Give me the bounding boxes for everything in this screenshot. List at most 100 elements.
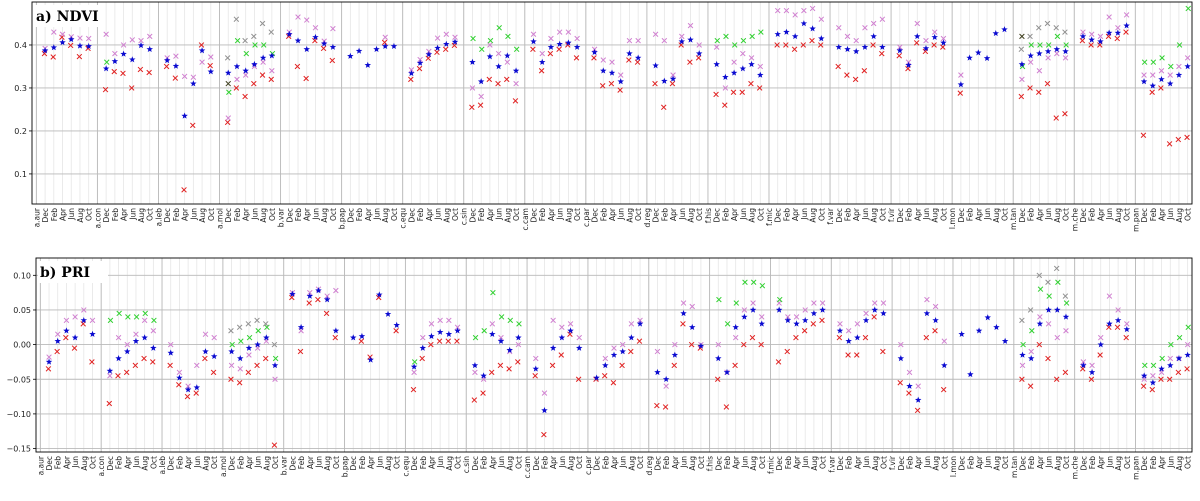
ndvi-observation-marker-stroke-b: [783, 42, 789, 48]
pri-observation-marker: [549, 362, 556, 369]
pri-observation-marker: [472, 334, 479, 341]
pri-month-label: Apr: [62, 455, 71, 469]
pri-month-label: Feb: [1149, 456, 1158, 470]
ndvi-observation-marker-stroke-b: [1141, 59, 1148, 65]
ndvi-observation-marker: [1167, 72, 1173, 78]
pri-observation-marker-stroke-b: [819, 300, 826, 306]
ndvi-observation-marker-stroke-b: [207, 62, 213, 69]
pri-observation-marker: [271, 442, 278, 448]
ndvi-observation-marker-stroke-b: [634, 59, 641, 65]
pri-observation-marker: [1036, 341, 1043, 348]
pri-observation-marker: [1159, 355, 1165, 362]
ndvi-observation-marker-stroke-b: [870, 20, 877, 27]
ndvi-month-label: Feb: [599, 208, 608, 222]
ndvi-mean-marker: [320, 40, 328, 47]
ndvi-month-label: Jun: [189, 208, 198, 221]
pri-month-label: Apr: [1097, 455, 1106, 469]
ndvi-observation-marker-stroke-b: [504, 59, 511, 65]
pri-observation-marker: [1123, 334, 1129, 341]
pri-month-label: Apr: [975, 455, 984, 469]
pri-observation-marker: [454, 324, 461, 331]
pri-observation-marker: [1115, 307, 1121, 313]
ndvi-observation-marker: [243, 50, 250, 57]
ndvi-mean-marker: [41, 47, 49, 54]
ndvi-mean-marker: [329, 43, 337, 50]
pri-month-label: Oct: [88, 456, 97, 469]
pri-observation-marker-stroke-b: [750, 300, 756, 306]
pri-observation-marker: [228, 362, 235, 369]
pri-observation-marker-stroke-b: [116, 310, 122, 317]
pri-observation-marker-stroke-b: [1019, 376, 1025, 383]
pri-observation-marker: [124, 341, 131, 348]
ndvi-species-label: m.pan: [1131, 208, 1140, 232]
pri-observation-marker: [723, 404, 730, 410]
ndvi-month-label: Aug: [259, 208, 268, 223]
pri-observation-marker-stroke-b: [941, 338, 948, 344]
ndvi-observation-marker-stroke-b: [547, 50, 554, 57]
ndvi-observation-marker: [740, 37, 747, 44]
ndvi-observation-marker-stroke-b: [268, 29, 275, 35]
ndvi-observation-marker-stroke-b: [260, 42, 267, 48]
ndvi-observation-marker-stroke-b: [312, 25, 319, 31]
pri-observation-marker-stroke-b: [759, 314, 765, 320]
pri-mean-marker: [975, 327, 983, 334]
ndvi-observation-marker: [635, 37, 641, 44]
pri-observation-marker: [89, 317, 96, 324]
pri-observation-marker: [610, 379, 617, 386]
pri-mean-marker: [775, 306, 783, 313]
pri-observation-marker-stroke-b: [532, 373, 538, 379]
pri-mean-marker: [880, 310, 887, 317]
ndvi-observation-marker: [599, 83, 606, 89]
pri-month-label: Dec: [167, 456, 176, 471]
ndvi-observation-marker-stroke-b: [1019, 76, 1025, 83]
ndvi-month-label: Apr: [242, 207, 251, 221]
pri-observation-marker-stroke-b: [1036, 341, 1043, 348]
ndvi-observation-marker: [853, 37, 859, 44]
pri-mean-marker: [150, 344, 157, 351]
ndvi-mean-marker: [251, 60, 258, 68]
pri-observation-marker: [932, 303, 939, 310]
pri-observation-marker-stroke-b: [89, 359, 95, 365]
ndvi-observation-marker-stroke-b: [496, 25, 502, 31]
pri-observation-marker: [759, 282, 766, 289]
pri-observation-marker: [246, 334, 253, 341]
ndvi-mean-marker: [922, 45, 930, 52]
ndvi-month-label: Feb: [538, 208, 547, 222]
pri-month-label: Apr: [853, 455, 862, 469]
pri-observation-marker-stroke-b: [54, 348, 60, 355]
ndvi-mean-marker: [722, 73, 729, 80]
pri-observation-marker: [133, 314, 140, 320]
pri-observation-marker: [176, 382, 182, 388]
pri-ytick-label: −0.15: [6, 445, 31, 454]
pri-mean-marker: [124, 348, 131, 355]
pri-month-label: Oct: [879, 456, 888, 469]
pri-observation-marker: [141, 355, 147, 362]
pri-mean-marker: [384, 310, 392, 317]
pri-observation-marker-stroke-b: [245, 321, 252, 327]
pri-observation-marker-stroke-b: [1062, 369, 1069, 376]
ndvi-month-label: Oct: [939, 208, 948, 221]
pri-month-label: Jun: [436, 456, 445, 469]
pri-species-label: b.pap: [341, 456, 350, 478]
ndvi-observation-marker: [242, 37, 248, 44]
ndvi-observation-marker-stroke-b: [758, 29, 764, 35]
pri-mean-marker: [410, 363, 418, 370]
pri-month-label: Jun: [923, 456, 932, 469]
ndvi-mean-marker: [975, 49, 982, 56]
ndvi-mean-marker: [59, 39, 66, 46]
pri-observation-marker-stroke-b: [72, 314, 78, 320]
ndvi-observation-marker: [565, 29, 572, 35]
pri-observation-marker-stroke-b: [141, 355, 147, 362]
ndvi-mean-marker: [791, 32, 799, 40]
ndvi-observation-marker: [382, 34, 388, 40]
ndvi-observation-marker: [470, 35, 476, 42]
pri-observation-marker: [819, 300, 826, 306]
pri-month-label: Aug: [384, 456, 393, 471]
ndvi-observation-marker: [835, 63, 841, 70]
ndvi-observation-marker: [51, 29, 57, 35]
pri-mean-marker: [619, 348, 626, 355]
pri-observation-marker-stroke-b: [802, 307, 808, 313]
ndvi-mean-marker: [469, 58, 476, 65]
ndvi-observation-marker-stroke-b: [940, 44, 946, 50]
ndvi-mean-marker: [312, 33, 319, 40]
